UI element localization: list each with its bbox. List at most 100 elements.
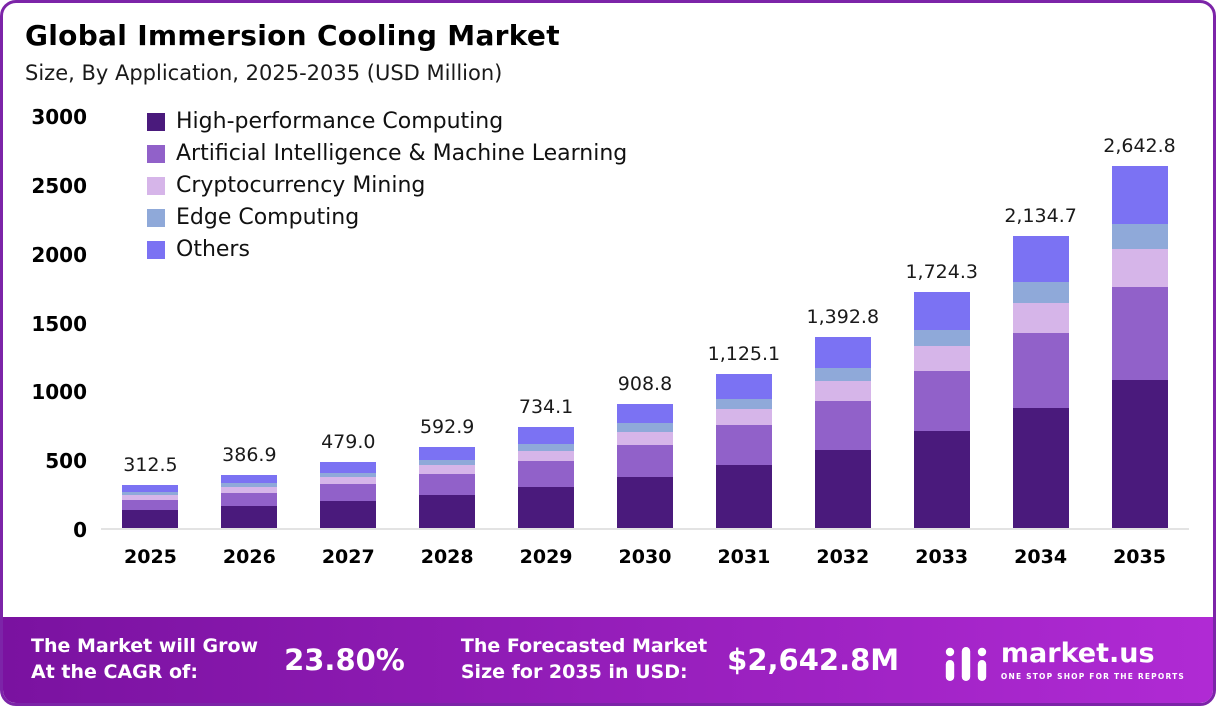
bar-segment bbox=[221, 475, 278, 484]
legend-swatch bbox=[147, 176, 165, 195]
bar-column: 734.1 bbox=[497, 117, 596, 528]
bar-segment bbox=[1111, 223, 1168, 250]
bar-segment bbox=[419, 446, 476, 460]
bar-segment bbox=[1111, 249, 1168, 288]
y-tick-label: 3000 bbox=[31, 105, 87, 129]
brand-tagline: ONE STOP SHOP FOR THE REPORTS bbox=[1000, 671, 1185, 681]
y-axis: 0 500 1000 1500 2000 2500 3000 bbox=[23, 105, 101, 542]
bar-segment bbox=[715, 425, 772, 465]
bar-stack bbox=[221, 475, 278, 528]
bar-stack bbox=[122, 485, 179, 528]
bar-segment bbox=[913, 346, 970, 371]
brand-name: market.us bbox=[1000, 637, 1155, 669]
bar-segment bbox=[715, 373, 772, 399]
x-tick-label: 2027 bbox=[321, 546, 375, 568]
bar-segment bbox=[518, 427, 575, 444]
y-tick-label: 1000 bbox=[31, 380, 87, 405]
bar-segment bbox=[419, 465, 476, 474]
cagr-value: 23.80% bbox=[284, 643, 405, 677]
legend-swatch bbox=[147, 240, 165, 259]
legend-label: Artificial Intelligence & Machine Learni… bbox=[176, 141, 628, 166]
bar-segment bbox=[1012, 408, 1069, 528]
bar-stack bbox=[1111, 165, 1168, 528]
bar-column: 2,642.8 bbox=[1090, 117, 1189, 528]
forecast-label-line1: The Forecasted Market bbox=[460, 635, 708, 658]
bar-total-label: 2,134.7 bbox=[1004, 204, 1077, 227]
footer-banner: The Market will Grow At the CAGR of: 23.… bbox=[3, 617, 1213, 703]
bar-segment bbox=[1012, 282, 1069, 303]
legend-item: Edge Computing bbox=[147, 205, 627, 230]
bar-stack bbox=[518, 427, 575, 528]
bar-segment bbox=[1111, 379, 1168, 528]
bar-segment bbox=[320, 484, 377, 502]
legend-item: Others bbox=[147, 237, 627, 262]
bar-total-label: 1,724.3 bbox=[905, 260, 978, 283]
bar-segment bbox=[221, 487, 278, 493]
bar-column: 479.0 bbox=[299, 117, 398, 528]
y-tick-label: 0 bbox=[73, 518, 87, 542]
bar-column: 312.5 bbox=[101, 117, 200, 528]
legend-swatch bbox=[147, 112, 165, 131]
bar-column: 386.9 bbox=[200, 117, 299, 528]
bar-segment bbox=[1111, 287, 1168, 380]
cagr-label: The Market will Grow At the CAGR of: bbox=[31, 634, 258, 685]
bar-segment bbox=[518, 461, 575, 487]
chart-subtitle: Size, By Application, 2025-2035 (USD Mil… bbox=[25, 61, 503, 85]
bar-segment bbox=[320, 477, 377, 485]
bar-segment bbox=[1012, 333, 1069, 409]
bar-segment bbox=[518, 443, 575, 451]
bar-segment bbox=[518, 486, 575, 528]
bar-segment bbox=[814, 401, 871, 450]
bar-total-label: 734.1 bbox=[518, 396, 574, 419]
x-tick-label: 2026 bbox=[222, 546, 276, 568]
legend-swatch bbox=[147, 208, 165, 227]
bar-segment bbox=[814, 381, 871, 402]
y-tick-label: 500 bbox=[45, 449, 87, 474]
bar-segment bbox=[814, 367, 871, 382]
x-tick-label: 2025 bbox=[124, 546, 177, 568]
plot-area: 312.5 386.9 479.0 592.9 734.1 908.8 1,125.1 1,3… bbox=[101, 117, 1189, 530]
x-tick-label: 2028 bbox=[420, 546, 474, 568]
bar-stack bbox=[419, 446, 476, 528]
forecast-label: The Forecasted Market Size for 2035 in U… bbox=[461, 634, 707, 685]
bar-segment bbox=[616, 423, 673, 433]
legend-label: High-performance Computing bbox=[176, 109, 504, 134]
bar-segment bbox=[221, 506, 278, 528]
chart-header: Global Immersion Cooling Market Size, By… bbox=[3, 3, 1213, 85]
legend-swatch bbox=[147, 144, 165, 163]
bar-stack bbox=[1012, 235, 1069, 528]
bar-stack bbox=[814, 337, 871, 528]
bar-segment bbox=[419, 459, 476, 466]
bar-column: 592.9 bbox=[398, 117, 497, 528]
y-tick-label: 1500 bbox=[31, 311, 87, 336]
bar-segment bbox=[122, 485, 179, 493]
bar-stack bbox=[715, 373, 772, 528]
bar-stack bbox=[616, 403, 673, 529]
bar-segment bbox=[419, 473, 476, 495]
legend-item: Artificial Intelligence & Machine Learni… bbox=[147, 141, 627, 166]
bar-column: 908.8 bbox=[596, 117, 695, 528]
x-tick-label: 2034 bbox=[1014, 546, 1068, 568]
x-tick-label: 2031 bbox=[717, 546, 771, 568]
legend-label: Edge Computing bbox=[176, 205, 360, 230]
bar-total-label: 386.9 bbox=[222, 444, 277, 466]
forecast-label-line2: Size for 2035 in USD: bbox=[460, 661, 688, 683]
bar-segment bbox=[814, 449, 871, 528]
bar-total-label: 592.9 bbox=[419, 415, 475, 438]
bar-column: 1,724.3 bbox=[892, 117, 991, 528]
cagr-label-line2: At the CAGR of: bbox=[31, 661, 198, 683]
legend-label: Cryptocurrency Mining bbox=[176, 173, 426, 198]
bar-segment bbox=[419, 494, 476, 528]
bar-segment bbox=[320, 472, 377, 478]
bar-total-label: 1,392.8 bbox=[806, 306, 880, 329]
legend-item: High-performance Computing bbox=[147, 109, 627, 134]
brand-text: market.us ONE STOP SHOP FOR THE REPORTS bbox=[1001, 640, 1185, 681]
bar-stack bbox=[320, 462, 377, 528]
bar-segment bbox=[122, 499, 179, 511]
bar-segment bbox=[122, 495, 179, 500]
bar-column: 1,392.8 bbox=[793, 117, 892, 528]
bar-segment bbox=[616, 476, 673, 528]
bar-stack bbox=[913, 291, 970, 528]
x-tick-label: 2032 bbox=[816, 546, 870, 568]
